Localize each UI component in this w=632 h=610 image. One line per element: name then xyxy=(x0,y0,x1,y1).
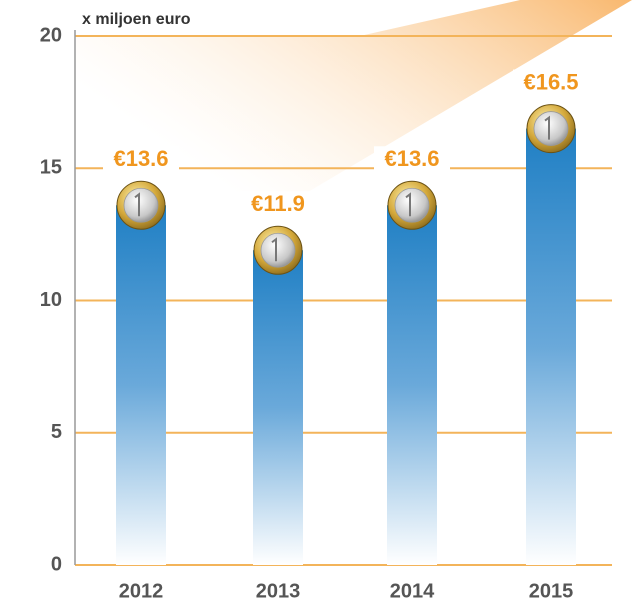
value-label: €13.6 xyxy=(113,146,168,171)
coin-figure xyxy=(405,192,411,217)
coin-figure xyxy=(271,237,277,262)
x-tick-label: 2013 xyxy=(256,580,301,602)
coin-center xyxy=(394,187,430,223)
coin xyxy=(526,104,576,154)
coin-center xyxy=(260,232,296,268)
bar xyxy=(116,205,166,565)
y-tick-label: 15 xyxy=(40,157,62,179)
y-tick-label: 20 xyxy=(40,24,62,46)
bar xyxy=(526,128,576,565)
coin xyxy=(253,225,303,275)
axis-unit-label: x miljoen euro xyxy=(82,11,191,28)
coin xyxy=(116,180,166,230)
x-tick-label: 2012 xyxy=(119,580,164,602)
value-label-bg xyxy=(240,191,316,220)
bar xyxy=(387,205,437,565)
value-label: €11.9 xyxy=(251,191,305,216)
y-tick-label: 5 xyxy=(51,421,62,443)
value-label: €13.6 xyxy=(384,146,439,171)
value-label: €16.5 xyxy=(523,69,578,94)
value-label-bg xyxy=(103,146,179,175)
coin-center xyxy=(533,111,569,146)
value-label-bg xyxy=(374,146,450,175)
y-tick-label: 0 xyxy=(51,553,62,575)
bar xyxy=(253,250,303,565)
background-glow xyxy=(75,0,632,330)
x-tick-label: 2015 xyxy=(529,580,574,602)
x-tick-label: 2014 xyxy=(390,580,435,602)
value-label-bg xyxy=(513,69,589,98)
coin-figure xyxy=(544,115,550,140)
y-tick-label: 10 xyxy=(40,289,62,311)
coin-figure xyxy=(134,192,140,217)
coin-center xyxy=(123,187,159,223)
coin xyxy=(387,180,437,230)
